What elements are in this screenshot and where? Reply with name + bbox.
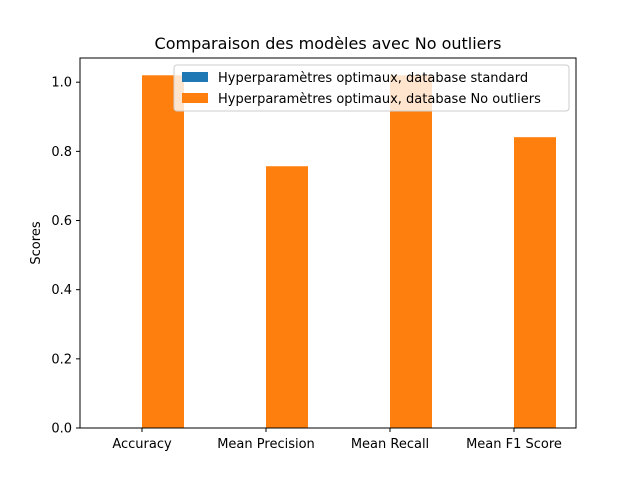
y-tick-label: 1.0 [51,76,72,91]
legend-swatch [182,72,208,82]
y-tick-label: 0.4 [51,283,72,298]
bar-no-outliers-3 [514,137,556,428]
legend-label: Hyperparamètres optimaux, database stand… [218,71,528,86]
x-tick-label: Mean Recall [351,437,429,452]
legend-label: Hyperparamètres optimaux, database No ou… [218,92,541,107]
legend-swatch [182,93,208,103]
y-tick-label: 0.0 [51,422,72,437]
bar-no-outliers-1 [266,166,308,428]
bar-no-outliers-0 [142,75,184,428]
bar-no-outliers-2 [390,75,432,428]
y-tick-label: 0.8 [51,145,72,160]
legend: Hyperparamètres optimaux, database stand… [173,64,570,112]
plot-frame [79,57,577,429]
legend-box [173,64,570,112]
y-tick-label: 0.2 [51,352,72,367]
bars-group [142,75,556,428]
x-tick-label: Mean Precision [217,437,315,452]
axes-group: 0.0 0.2 0.4 0.6 0.8 1.0 Accuracy Mean Precision… [51,57,577,452]
x-tick-label: Mean F1 Score [466,437,562,452]
chart-title: Comparaison des modèles avec No outliers [155,34,502,53]
x-tick-label: Accuracy [112,437,172,452]
y-tick-label: 0.6 [51,214,72,229]
y-axis-label: Scores [29,221,44,264]
